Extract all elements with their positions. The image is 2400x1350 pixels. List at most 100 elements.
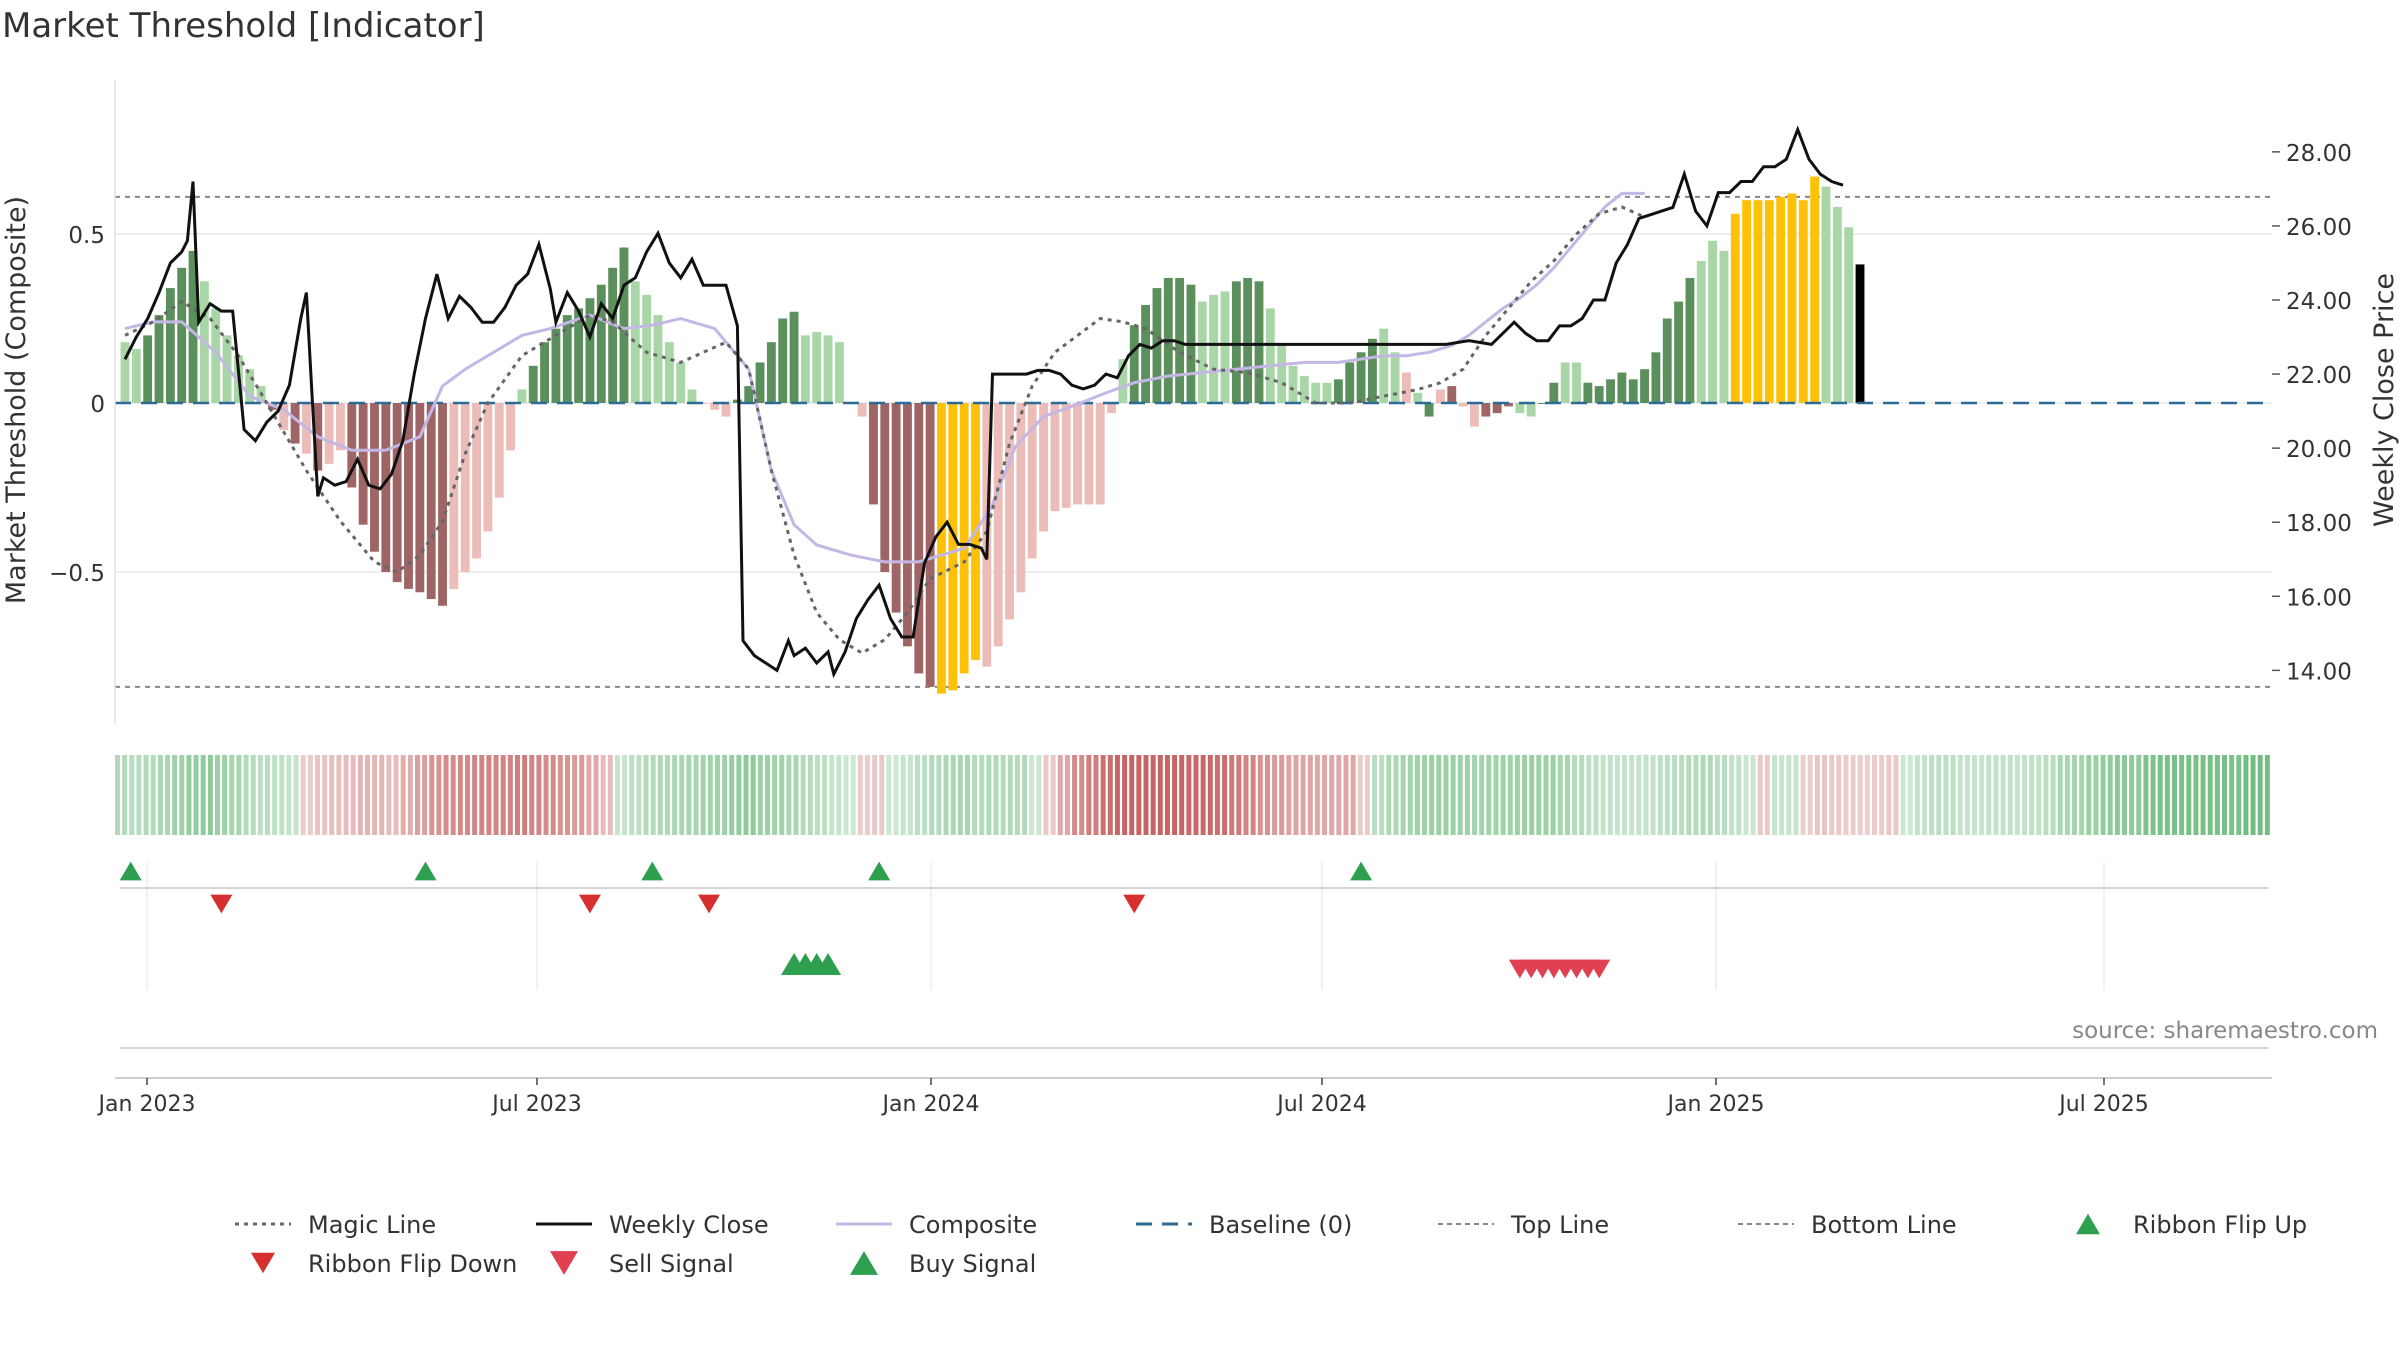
composite-bar bbox=[948, 403, 958, 691]
legend-label: Sell Signal bbox=[609, 1250, 734, 1278]
legend-item: Buy Signal bbox=[850, 1250, 1036, 1278]
composite-bar bbox=[812, 332, 822, 403]
legend-label: Bottom Line bbox=[1811, 1211, 1957, 1239]
ribbon-cell bbox=[300, 755, 306, 835]
ribbon-cell bbox=[164, 755, 170, 835]
ribbon-cell bbox=[1643, 755, 1649, 835]
ribbon-cell bbox=[1079, 755, 1085, 835]
composite-bar bbox=[642, 294, 652, 403]
ribbon-cell bbox=[1707, 755, 1713, 835]
composite-bar bbox=[1504, 403, 1513, 407]
ribbon-cell bbox=[829, 755, 835, 835]
legend-swatch bbox=[550, 1251, 578, 1275]
ribbon-cell bbox=[2214, 755, 2220, 835]
legend-label: Buy Signal bbox=[909, 1250, 1036, 1278]
legend-label: Weekly Close bbox=[609, 1211, 769, 1239]
ribbon-cell bbox=[564, 755, 570, 835]
composite-bar bbox=[903, 403, 912, 647]
ribbon-cell bbox=[2222, 755, 2228, 835]
magic-line bbox=[124, 205, 1646, 655]
composite-bar bbox=[1685, 277, 1695, 403]
composite-bar bbox=[460, 403, 470, 572]
left-tick-label: −0.5 bbox=[49, 561, 105, 587]
ribbon-cell bbox=[864, 755, 870, 835]
left-axis: 0.5 0 −0.5 bbox=[49, 80, 116, 725]
ribbon-cell bbox=[550, 755, 556, 835]
ribbon-cell bbox=[243, 755, 249, 835]
ribbon-cell bbox=[1543, 755, 1549, 835]
ribbon-cell bbox=[1464, 755, 1470, 835]
composite-bar bbox=[449, 403, 459, 589]
ribbon-cell bbox=[900, 755, 906, 835]
composite-bar bbox=[925, 403, 935, 687]
composite-bar bbox=[1492, 403, 1502, 414]
ribbon-cell bbox=[1343, 755, 1349, 835]
composite-bar bbox=[517, 389, 527, 403]
ribbon-cell bbox=[1300, 755, 1306, 835]
ribbon-cell bbox=[2057, 755, 2063, 835]
ribbon-cell bbox=[1493, 755, 1499, 835]
legend-swatch bbox=[850, 1251, 878, 1275]
ribbon-cell bbox=[1043, 755, 1049, 835]
ribbon-cell bbox=[307, 755, 313, 835]
legend-item: Ribbon Flip Down bbox=[251, 1250, 517, 1278]
ribbon-cell bbox=[664, 755, 670, 835]
sell-signal-marker bbox=[1588, 959, 1611, 979]
ribbon-cell bbox=[757, 755, 763, 835]
ribbon-cell bbox=[2193, 755, 2199, 835]
legend-item: Weekly Close bbox=[536, 1211, 769, 1239]
composite-bar bbox=[1073, 403, 1082, 505]
ribbon-cell bbox=[1372, 755, 1378, 835]
composite-bar bbox=[1730, 213, 1740, 403]
ribbon-cell bbox=[807, 755, 813, 835]
composite-bar bbox=[1526, 403, 1536, 417]
ribbon-cell bbox=[2107, 755, 2113, 835]
composite-bar bbox=[290, 403, 300, 444]
composite-bar bbox=[834, 342, 844, 403]
composite-bar bbox=[324, 403, 334, 464]
composite-bar bbox=[891, 403, 901, 613]
ribbon-cell bbox=[200, 755, 206, 835]
ribbon-cell bbox=[750, 755, 756, 835]
ribbon-cell bbox=[1814, 755, 1820, 835]
ribbon-cell bbox=[429, 755, 435, 835]
ribbon-cell bbox=[1393, 755, 1399, 835]
composite-bar bbox=[698, 403, 708, 404]
ribbon-flip-up-marker bbox=[868, 861, 891, 881]
composite-bar bbox=[1549, 382, 1559, 403]
ribbon-cell bbox=[329, 755, 335, 835]
ribbon-cell bbox=[972, 755, 978, 835]
ribbon-cell bbox=[557, 755, 563, 835]
composite-bar bbox=[528, 365, 538, 403]
ribbon-cell bbox=[1650, 755, 1656, 835]
ribbon-cell bbox=[1350, 755, 1356, 835]
ribbon-cell bbox=[1964, 755, 1970, 835]
composite-bar bbox=[1515, 403, 1525, 414]
x-tick-label: Jan 2024 bbox=[881, 1092, 980, 1117]
right-axis: 28.00 26.00 24.00 22.00 20.00 18.00 16.00 14.00 bbox=[2272, 141, 2352, 685]
ribbon-cell bbox=[1422, 755, 1428, 835]
ribbon-cell bbox=[1400, 755, 1406, 835]
ribbon-cell bbox=[2029, 755, 2035, 835]
ribbon-cell bbox=[1764, 755, 1770, 835]
ribbon-cell bbox=[529, 755, 535, 835]
ribbon-cell bbox=[1407, 755, 1413, 835]
ribbon-cell bbox=[1593, 755, 1599, 835]
ribbon-cell bbox=[1100, 755, 1106, 835]
ribbon-cell bbox=[1414, 755, 1420, 835]
ribbon-cell bbox=[764, 755, 770, 835]
ribbon-cell bbox=[1143, 755, 1149, 835]
ribbon-cell bbox=[536, 755, 542, 835]
composite-bar bbox=[165, 288, 175, 403]
ribbon-cell bbox=[607, 755, 613, 835]
ribbon-cell bbox=[336, 755, 342, 835]
ribbon-cell bbox=[1550, 755, 1556, 835]
ribbon-cell bbox=[486, 755, 492, 835]
composite-bar bbox=[1356, 352, 1366, 403]
composite-bar bbox=[1447, 386, 1457, 403]
ribbon-cell bbox=[964, 755, 970, 835]
composite-bar bbox=[710, 403, 720, 410]
ribbon-cell bbox=[1072, 755, 1078, 835]
composite-bar bbox=[1129, 325, 1139, 403]
composite-bar bbox=[483, 403, 493, 532]
